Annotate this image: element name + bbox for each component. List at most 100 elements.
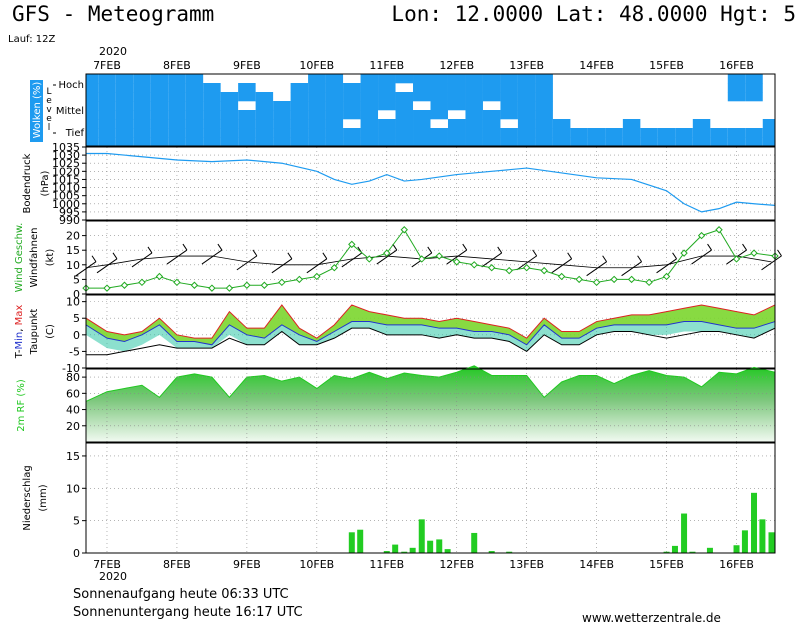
wind-barb bbox=[551, 258, 572, 274]
wind-barb-feather bbox=[91, 255, 97, 262]
temp-range-area bbox=[86, 304, 775, 345]
cloud-cell bbox=[535, 110, 553, 120]
cloud-cell bbox=[185, 92, 204, 102]
cloud-cell bbox=[273, 110, 291, 120]
date-label-bottom: 13FEB bbox=[509, 558, 544, 571]
wind-speed-point bbox=[348, 240, 356, 249]
cloud-cell bbox=[86, 119, 99, 129]
cloud-cell bbox=[465, 83, 483, 93]
cloud-cell bbox=[255, 119, 274, 129]
source-link[interactable]: www.wetterzentrale.de bbox=[582, 611, 721, 625]
precip-bar bbox=[751, 492, 758, 553]
date-label-top: 14FEB bbox=[579, 59, 614, 72]
wind-speed-point bbox=[295, 275, 304, 284]
wind-barb bbox=[516, 255, 537, 271]
cloud-cell bbox=[168, 92, 186, 102]
humidity-panel: 20 40 60 80 2m RF (%) bbox=[16, 365, 776, 443]
cloud-cell bbox=[325, 92, 344, 102]
cloud-cell bbox=[150, 101, 169, 111]
temp-ylabel-unit: (C) bbox=[45, 324, 56, 339]
wind-barb-feather bbox=[707, 243, 712, 251]
cloud-cell bbox=[430, 83, 448, 93]
cloud-cell bbox=[413, 74, 431, 84]
wind-speed-point bbox=[418, 255, 426, 263]
cloud-cell bbox=[150, 137, 169, 147]
cloud-cell bbox=[168, 83, 186, 93]
temp-frame bbox=[85, 294, 776, 369]
date-label-top: 9FEB bbox=[233, 59, 261, 72]
y-tick-label: 1010 bbox=[52, 182, 80, 195]
cloud-cell bbox=[220, 92, 239, 102]
cloud-cell bbox=[657, 128, 676, 138]
level-letter: L bbox=[46, 87, 51, 97]
wind-barb bbox=[621, 261, 642, 277]
cloud-cell bbox=[308, 101, 326, 111]
cloud-cell bbox=[745, 128, 763, 138]
cloud-cell bbox=[220, 128, 239, 138]
precip-bar bbox=[357, 529, 364, 553]
cloud-cell bbox=[395, 101, 414, 111]
wind-speed-point bbox=[225, 284, 234, 292]
cloud-cell bbox=[430, 101, 448, 111]
precip-bar bbox=[506, 551, 513, 553]
cloud-cell bbox=[203, 128, 221, 138]
cloud-cell bbox=[675, 137, 693, 147]
level-letter: e bbox=[46, 114, 52, 124]
date-label-top: 10FEB bbox=[299, 59, 334, 72]
date-label-top: 16FEB bbox=[719, 59, 754, 72]
wind-barb-feather bbox=[602, 255, 608, 262]
wind-barb bbox=[166, 249, 188, 265]
cloud-cell bbox=[378, 128, 396, 138]
humidity-area bbox=[86, 365, 775, 442]
wind-speed-point bbox=[487, 264, 496, 272]
temp-max-line bbox=[85, 304, 776, 339]
wind-barb bbox=[446, 249, 468, 265]
cloud-cell bbox=[692, 137, 711, 147]
wind-speed-point bbox=[383, 249, 391, 257]
precip-bar bbox=[401, 551, 408, 553]
wind-barb bbox=[201, 249, 223, 265]
clouds-frame bbox=[85, 73, 776, 147]
cloud-cell bbox=[413, 119, 431, 129]
cloud-cell bbox=[238, 119, 256, 129]
cloud-cell bbox=[255, 101, 274, 111]
y-tick-label: -5 bbox=[69, 345, 80, 358]
cloud-cell bbox=[168, 110, 186, 120]
location-readout: Lon: 12.0000 Lat: 48.0000 Hgt: 5 bbox=[391, 2, 796, 26]
cloud-cell bbox=[290, 137, 309, 147]
cloud-cell bbox=[395, 92, 414, 102]
cloud-cell bbox=[465, 74, 483, 84]
temp-min-line bbox=[85, 321, 776, 346]
cloud-cell bbox=[290, 128, 309, 138]
precip-bar bbox=[392, 544, 399, 553]
cloud-cell bbox=[203, 83, 221, 93]
cloud-cell bbox=[86, 83, 99, 93]
cloud-cell bbox=[413, 128, 431, 138]
y-tick-label: 1020 bbox=[52, 165, 80, 178]
cloud-cell bbox=[185, 137, 204, 147]
precipitation-panel: 0 5 10 15 Niederschlag (mm) bbox=[22, 442, 776, 560]
y-tick-label: 40 bbox=[66, 404, 80, 417]
date-label-bottom: 12FEB bbox=[439, 558, 474, 571]
wind-speed-point bbox=[470, 261, 478, 269]
cloud-cell bbox=[675, 128, 693, 138]
cloud-cell bbox=[517, 92, 536, 102]
y-tick-label: 20 bbox=[66, 420, 80, 433]
wind-barb bbox=[341, 252, 363, 268]
y-tick-label: 60 bbox=[66, 387, 80, 400]
wind-barb-feather bbox=[567, 252, 573, 260]
y-tick-label: 15 bbox=[66, 450, 80, 463]
cloud-cell bbox=[360, 92, 379, 102]
level-letter: e bbox=[46, 96, 52, 106]
cloud-cell bbox=[98, 92, 116, 102]
cloud-cell bbox=[115, 74, 134, 84]
precip-ylabel-main: Niederschlag bbox=[22, 465, 33, 530]
pressure-frame bbox=[85, 146, 776, 221]
cloud-cell bbox=[168, 101, 186, 111]
y-tick-label: -10 bbox=[62, 362, 80, 375]
cloud-cell bbox=[360, 128, 379, 138]
cloud-cell bbox=[605, 137, 623, 147]
wind-speed-point bbox=[243, 281, 251, 289]
precip-bar bbox=[733, 545, 740, 553]
